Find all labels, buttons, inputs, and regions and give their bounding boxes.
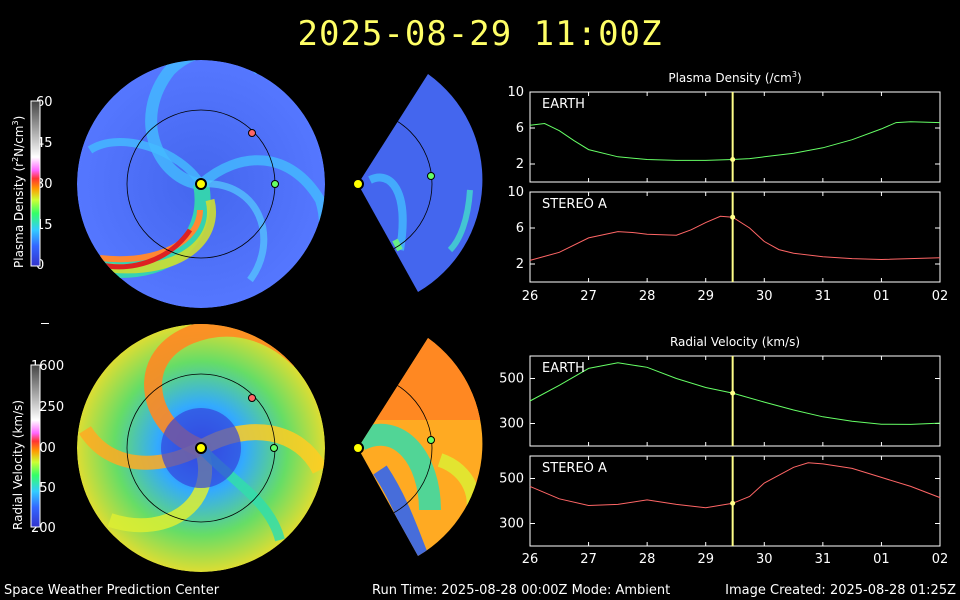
timestamp-title: 2025-08-29 11:00Z <box>297 14 663 54</box>
chart-title: Radial Velocity (km/s) <box>670 335 800 349</box>
y-tick-label: 2 <box>516 257 524 272</box>
current-value-dot <box>730 214 736 220</box>
x-tick-label: 28 <box>639 289 656 304</box>
sun-marker <box>195 178 207 190</box>
x-tick-label: 01 <box>873 552 890 567</box>
x-tick-label: 28 <box>639 552 656 567</box>
x-tick-label: 31 <box>815 289 832 304</box>
chart-panel <box>529 91 941 183</box>
y-tick-label: 6 <box>516 121 524 136</box>
y-tick-label: 300 <box>499 517 524 532</box>
current-value-dot <box>730 157 736 162</box>
y-tick-label: 300 <box>499 417 524 432</box>
earth-marker <box>271 180 279 188</box>
panel-label: STEREO A <box>542 197 607 212</box>
footer-center: Run Time: 2025-08-28 00:00Z Mode: Ambien… <box>372 583 671 598</box>
sun-marker <box>352 442 364 454</box>
x-tick-label: 29 <box>697 289 714 304</box>
series-line-stereo-a <box>529 215 941 261</box>
y-tick-label: 10 <box>507 85 524 100</box>
x-tick-label: 30 <box>756 552 773 567</box>
footer-left: Space Weather Prediction Center <box>4 583 220 598</box>
y-tick-label: 2 <box>516 157 524 172</box>
current-value-dot <box>730 390 736 396</box>
x-tick-label: 29 <box>697 552 714 567</box>
y-tick-label: 500 <box>499 372 524 387</box>
x-tick-label: 27 <box>580 552 597 567</box>
y-tick-label: 6 <box>516 221 524 236</box>
x-tick-label: 30 <box>756 289 773 304</box>
density-colorbar <box>30 100 41 267</box>
panel-label: EARTH <box>542 361 585 376</box>
current-value-dot <box>730 500 736 506</box>
separator-dash <box>41 323 49 324</box>
x-tick-label: 02 <box>932 552 949 567</box>
x-tick-label: 01 <box>873 289 890 304</box>
chart-panel <box>529 355 941 447</box>
stereo-a-marker <box>248 129 256 137</box>
earth-marker <box>427 436 435 444</box>
chart-panel <box>529 455 941 547</box>
panel-label: EARTH <box>542 97 585 112</box>
panel-label: STEREO A <box>542 461 607 476</box>
series-line-stereo-a <box>529 462 941 509</box>
chart-panel <box>529 191 941 283</box>
sun-marker <box>195 442 207 454</box>
stereo-a-marker <box>248 394 256 402</box>
x-tick-label: 27 <box>580 289 597 304</box>
y-tick-label: 500 <box>499 472 524 487</box>
x-tick-label: 26 <box>522 552 539 567</box>
footer-right: Image Created: 2025-08-28 01:25Z <box>725 583 956 598</box>
earth-marker <box>427 172 435 180</box>
sun-marker <box>352 178 364 190</box>
earth-marker <box>270 444 278 452</box>
velocity-colorbar <box>30 364 41 528</box>
x-tick-label: 31 <box>815 552 832 567</box>
chart-title: Plasma Density (/cm3) <box>668 70 801 85</box>
x-tick-label: 02 <box>932 289 949 304</box>
y-tick-label: 10 <box>507 185 524 200</box>
x-tick-label: 26 <box>522 289 539 304</box>
